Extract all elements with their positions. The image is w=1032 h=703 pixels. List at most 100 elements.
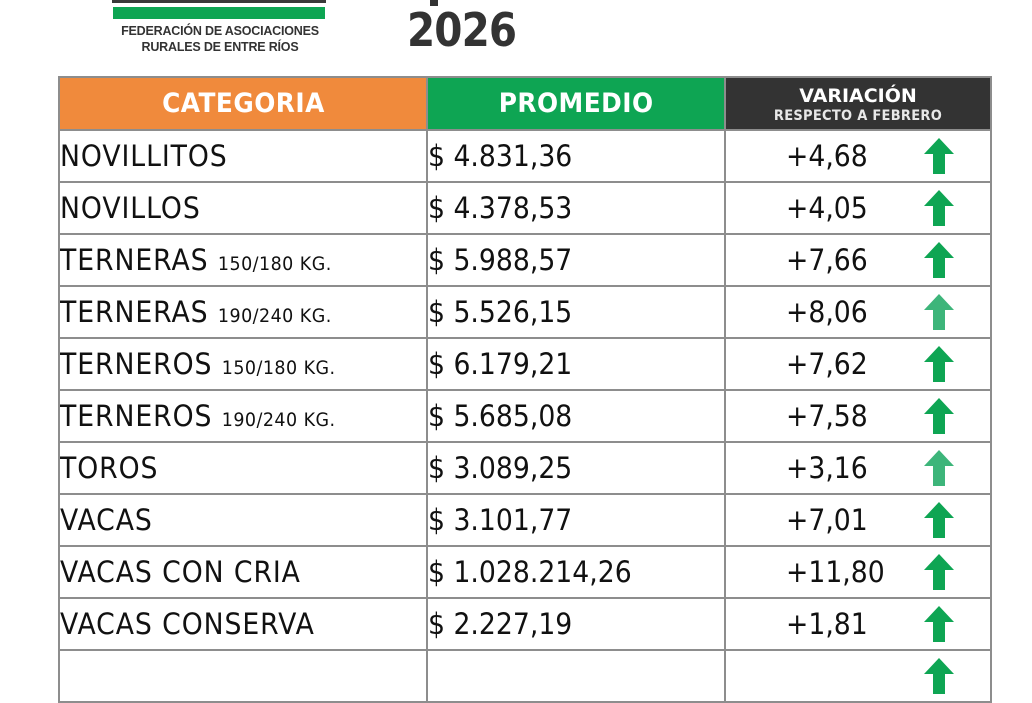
- category-cell: NOVILLOS: [58, 181, 428, 235]
- table-row: NOVILLOS $ 4.378,53 +4,05: [58, 181, 992, 235]
- variation-cell: +4,05: [724, 181, 992, 235]
- arrow-up-icon: [924, 138, 954, 174]
- variation-value: +8,06: [786, 295, 868, 329]
- category-name: VACAS CONSERVA: [60, 607, 315, 641]
- category-weight-range: 190/240 KG.: [221, 409, 336, 431]
- column-header-average: PROMEDIO: [426, 76, 726, 131]
- variation-cell: +11,80: [724, 545, 992, 599]
- average-price-cell: $ 5.988,57: [426, 233, 726, 287]
- category-name: TERNERAS 190/240 KG.: [60, 295, 332, 329]
- table-row: TERNERAS 150/180 KG. $ 5.988,57 +7,66: [58, 233, 992, 287]
- organization-line-1: FEDERACIÓN DE ASOCIACIONES: [121, 24, 319, 38]
- category-name: TERNERAS 150/180 KG.: [60, 243, 332, 277]
- average-price-cell: $ 5.685,08: [426, 389, 726, 443]
- average-price: $ 5.685,08: [428, 399, 573, 433]
- arrow-up-icon: [924, 398, 954, 434]
- title-fragment: [430, 0, 438, 6]
- average-price-cell: $ 5.526,15: [426, 285, 726, 339]
- average-price: $ 4.831,36: [428, 139, 573, 173]
- table-row: VACAS CON CRIA $ 1.028.214,26 +11,80: [58, 545, 992, 599]
- arrow-up-icon: [924, 502, 954, 538]
- table-row: NOVILLITOS $ 4.831,36 +4,68: [58, 129, 992, 183]
- column-header-category: CATEGORIA: [58, 76, 428, 131]
- category-name: TERNEROS 150/180 KG.: [60, 347, 336, 381]
- average-price: $ 3.101,77: [428, 503, 573, 537]
- table-row: [58, 649, 992, 703]
- variation-value: +4,05: [786, 191, 868, 225]
- average-price: $ 6.179,21: [428, 347, 573, 381]
- variation-value: +11,80: [786, 555, 885, 589]
- category-cell: VACAS CON CRIA: [58, 545, 428, 599]
- average-price: $ 2.227,19: [428, 607, 573, 641]
- average-price: $ 5.526,15: [428, 295, 573, 329]
- arrow-up-icon: [924, 450, 954, 486]
- variation-value: +7,62: [786, 347, 868, 381]
- table-row: TERNERAS 190/240 KG. $ 5.526,15 +8,06: [58, 285, 992, 339]
- organization-name: FEDERACIÓN DE ASOCIACIONES RURALES DE EN…: [100, 23, 340, 55]
- category-name: VACAS CON CRIA: [60, 555, 301, 589]
- arrow-up-icon: [924, 346, 954, 382]
- category-cell: VACAS CONSERVA: [58, 597, 428, 651]
- average-price-cell: $ 4.378,53: [426, 181, 726, 235]
- category-name: VACAS: [60, 503, 153, 537]
- average-price-cell: $ 4.831,36: [426, 129, 726, 183]
- table-row: TERNEROS 150/180 KG. $ 6.179,21 +7,62: [58, 337, 992, 391]
- organization-line-2: RURALES DE ENTRE RÍOS: [141, 40, 299, 54]
- category-cell: TERNERAS 190/240 KG.: [58, 285, 428, 339]
- logo-green-stripe: [113, 7, 325, 19]
- category-cell: TERNEROS 190/240 KG.: [58, 389, 428, 443]
- table-row: VACAS CONSERVA $ 2.227,19 +1,81: [58, 597, 992, 651]
- variation-value: +7,58: [786, 399, 868, 433]
- table-header-row: CATEGORIA PROMEDIO VARIACIÓN RESPECTO A …: [58, 76, 992, 131]
- average-price-cell: $ 2.227,19: [426, 597, 726, 651]
- variation-cell: +1,81: [724, 597, 992, 651]
- price-table: CATEGORIA PROMEDIO VARIACIÓN RESPECTO A …: [58, 76, 992, 703]
- year-title: 2026: [407, 3, 517, 57]
- table-row: TERNEROS 190/240 KG. $ 5.685,08 +7,58: [58, 389, 992, 443]
- arrow-up-icon: [924, 658, 954, 694]
- average-price: $ 5.988,57: [428, 243, 573, 277]
- category-name: TERNEROS 190/240 KG.: [60, 399, 336, 433]
- average-price-cell: $ 6.179,21: [426, 337, 726, 391]
- variation-value: +3,16: [786, 451, 868, 485]
- arrow-up-icon: [924, 242, 954, 278]
- average-price-cell: $ 3.101,77: [426, 493, 726, 547]
- category-weight-range: 190/240 KG.: [217, 305, 332, 327]
- variation-value: +7,66: [786, 243, 868, 277]
- category-cell: TOROS: [58, 441, 428, 495]
- average-price: $ 4.378,53: [428, 191, 573, 225]
- arrow-up-icon: [924, 606, 954, 642]
- category-name: NOVILLITOS: [60, 139, 228, 173]
- category-weight-range: 150/180 KG.: [217, 253, 332, 275]
- variation-cell: [724, 649, 992, 703]
- arrow-up-icon: [924, 190, 954, 226]
- variation-value: +4,68: [786, 139, 868, 173]
- variation-cell: +3,16: [724, 441, 992, 495]
- arrow-up-icon: [924, 554, 954, 590]
- category-name: TOROS: [60, 451, 159, 485]
- variation-cell: +8,06: [724, 285, 992, 339]
- category-cell: [58, 649, 428, 703]
- category-cell: TERNEROS 150/180 KG.: [58, 337, 428, 391]
- category-weight-range: 150/180 KG.: [221, 357, 336, 379]
- category-cell: VACAS: [58, 493, 428, 547]
- average-price-cell: $ 1.028.214,26: [426, 545, 726, 599]
- variation-cell: +7,62: [724, 337, 992, 391]
- average-price: $ 3.089,25: [428, 451, 573, 485]
- variation-cell: +7,66: [724, 233, 992, 287]
- variation-cell: +4,68: [724, 129, 992, 183]
- average-price-cell: [426, 649, 726, 703]
- arrow-up-icon: [924, 294, 954, 330]
- category-cell: NOVILLITOS: [58, 129, 428, 183]
- logo-graphic: [112, 0, 326, 3]
- variation-cell: +7,01: [724, 493, 992, 547]
- category-cell: TERNERAS 150/180 KG.: [58, 233, 428, 287]
- column-header-variation: VARIACIÓN RESPECTO A FEBRERO: [724, 76, 992, 131]
- variation-value: +7,01: [786, 503, 868, 537]
- variation-value: +1,81: [786, 607, 868, 641]
- table-row: TOROS $ 3.089,25 +3,16: [58, 441, 992, 495]
- average-price-cell: $ 3.089,25: [426, 441, 726, 495]
- table-row: VACAS $ 3.101,77 +7,01: [58, 493, 992, 547]
- category-name: NOVILLOS: [60, 191, 201, 225]
- variation-cell: +7,58: [724, 389, 992, 443]
